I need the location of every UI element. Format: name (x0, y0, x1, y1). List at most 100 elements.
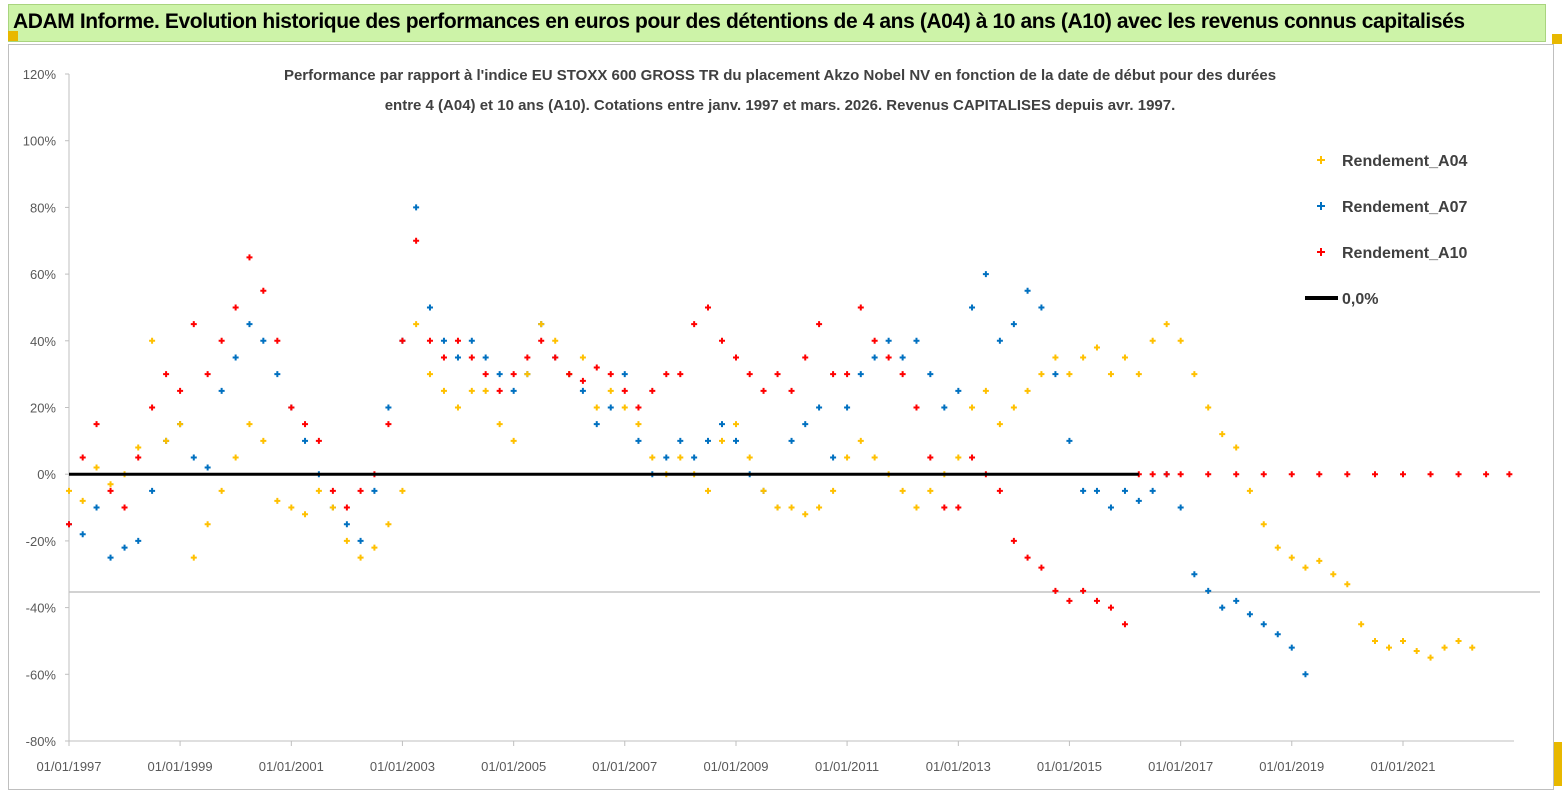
data-point (871, 454, 878, 461)
data-point (844, 454, 851, 461)
data-point (371, 487, 378, 494)
data-point (107, 487, 114, 494)
data-point (79, 497, 86, 504)
data-point (121, 544, 128, 551)
data-point (1233, 597, 1240, 604)
data-point (593, 364, 600, 371)
data-point (93, 421, 100, 428)
data-point (635, 437, 642, 444)
data-point (1469, 644, 1476, 651)
data-point (1149, 487, 1156, 494)
data-point (482, 371, 489, 378)
data-point (385, 421, 392, 428)
x-tick-label: 01/01/2001 (259, 759, 324, 774)
data-point (538, 321, 545, 328)
data-point (1441, 644, 1448, 651)
data-point (1246, 611, 1253, 618)
data-point (260, 337, 267, 344)
data-point (79, 531, 86, 538)
data-point (260, 437, 267, 444)
data-point (871, 337, 878, 344)
data-point (1010, 404, 1017, 411)
data-point (1316, 557, 1323, 564)
data-point (1080, 354, 1087, 361)
data-point (357, 537, 364, 544)
data-point (649, 454, 656, 461)
y-tick-label: 40% (30, 334, 56, 349)
data-point (663, 454, 670, 461)
data-point (733, 437, 739, 444)
report-title: ADAM Informe. Evolution historique des p… (13, 10, 1465, 33)
data-point (385, 521, 392, 528)
data-point (704, 437, 711, 444)
data-point (1121, 487, 1128, 494)
data-point (218, 487, 225, 494)
data-point (260, 287, 267, 294)
data-point (246, 421, 253, 428)
data-point (788, 387, 795, 394)
legend-item: Rendement_A04 (1317, 153, 1467, 170)
data-point (1093, 597, 1100, 604)
data-point (426, 371, 433, 378)
data-point (190, 554, 197, 561)
data-point (1038, 564, 1045, 571)
data-point (1344, 471, 1351, 478)
x-tick-label: 01/01/1999 (148, 759, 213, 774)
data-point (871, 354, 878, 361)
data-point (510, 387, 517, 394)
data-point (468, 337, 475, 344)
data-point (788, 437, 795, 444)
data-point (385, 404, 392, 411)
data-point (621, 387, 628, 394)
data-point (899, 487, 906, 494)
data-point (621, 371, 628, 378)
data-point (482, 354, 489, 361)
y-axis: 120% 100% 80% 60% 40% 20% 0% -20% -40% -60% -80% (23, 67, 69, 749)
x-tick-label: 01/01/2009 (703, 759, 768, 774)
data-point (1219, 604, 1226, 611)
data-point (204, 371, 211, 378)
data-point (190, 321, 197, 328)
data-point (885, 337, 892, 344)
data-point (274, 371, 281, 378)
data-point (691, 454, 698, 461)
data-point (649, 387, 656, 394)
data-point (440, 387, 447, 394)
series-Rendement_A04 (66, 321, 1476, 661)
data-point (1288, 554, 1295, 561)
chart-area (8, 44, 1554, 790)
data-point (677, 454, 684, 461)
data-point (371, 544, 378, 551)
data-point (163, 437, 170, 444)
data-point (454, 354, 461, 361)
y-tick-label: 20% (30, 401, 56, 416)
x-tick-label: 01/01/2015 (1037, 759, 1102, 774)
data-point (899, 354, 906, 361)
data-point (1427, 654, 1434, 661)
corner-marker (1552, 34, 1562, 44)
data-point (566, 371, 573, 378)
data-point (1233, 444, 1240, 451)
data-point (579, 354, 586, 361)
data-point (1302, 671, 1309, 678)
data-point (760, 387, 767, 394)
data-point (1052, 587, 1059, 594)
data-point (1205, 471, 1212, 478)
data-point (1107, 504, 1114, 511)
y-tick-label: 100% (23, 134, 57, 149)
data-point (663, 371, 670, 378)
data-point (163, 371, 170, 378)
data-point (288, 404, 295, 411)
data-point (857, 437, 864, 444)
data-point (177, 421, 184, 428)
data-point (1260, 471, 1267, 478)
data-point (329, 504, 336, 511)
data-point (927, 371, 934, 378)
data-point (635, 404, 642, 411)
data-point (1163, 471, 1170, 478)
x-axis: 01/01/1997 01/01/1999 01/01/2001 01/01/2003… (36, 741, 1436, 774)
legend-item: 0,0% (1305, 291, 1378, 308)
x-tick-label: 01/01/2011 (815, 759, 879, 774)
data-point (1233, 471, 1240, 478)
